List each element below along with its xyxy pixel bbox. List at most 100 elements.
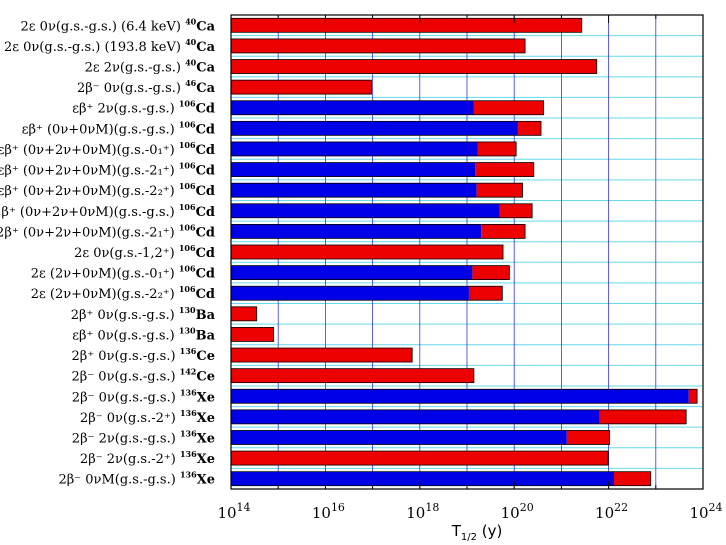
bar-red — [473, 100, 544, 115]
category-label-element: Xe — [197, 473, 215, 488]
category-label-text: 2β⁻ 0νM(g.s.-g.s.) — [58, 473, 179, 488]
bar-red — [477, 141, 517, 156]
category-label-text: 2β⁺ 0ν(g.s.-g.s.) — [71, 308, 179, 323]
category-label-mass: 40 — [185, 37, 197, 47]
category-label-mass: 130 — [179, 325, 196, 335]
category-label-text: 2β⁺ (0ν+2ν+0νM)(g.s.-g.s.) — [0, 205, 179, 220]
category-label-text: 2ε 0ν(g.s.-g.s.) (6.4 keV) — [21, 19, 186, 34]
tick-label-exponent: 14 — [237, 501, 251, 514]
bar-blue — [231, 203, 500, 218]
category-label: 2ε 0ν(g.s.-g.s.) (193.8 keV) 40Ca — [4, 37, 216, 55]
tick-label-base: 10 — [312, 504, 331, 522]
bar-red — [231, 451, 609, 466]
bar-blue — [231, 141, 478, 156]
bar-red — [231, 348, 413, 363]
category-label-text: 2β⁻ 2ν(g.s.-g.s.) — [72, 431, 180, 446]
category-label-text: εβ⁺ (0ν+2ν+0νM)(g.s.-0₁⁺) — [0, 143, 179, 158]
bar-blue — [231, 121, 518, 136]
category-label: 2β⁺ 0ν(g.s.-g.s.) 136Ce — [72, 346, 215, 364]
category-label-element: Ce — [196, 349, 215, 364]
tick-label-exponent: 24 — [709, 501, 723, 514]
category-label-element: Cd — [196, 287, 215, 302]
category-label-element: Cd — [196, 205, 215, 220]
category-label-element: Ce — [196, 370, 215, 385]
tick-label-base: 10 — [406, 504, 425, 522]
bar-red — [231, 368, 474, 383]
bar-red — [613, 471, 651, 486]
category-label-text: 2ε 0ν(g.s.-g.s.) (193.8 keV) — [4, 40, 185, 55]
category-label: 2β⁻ 2ν(g.s.-g.s.) 136Xe — [72, 428, 215, 446]
category-label-text: εβ⁺ (0ν+0νM)(g.s.-g.s.) — [22, 122, 179, 137]
bar-blue — [231, 265, 473, 280]
tick-label-base: 10 — [689, 504, 708, 522]
category-label: 2ε (2ν+0νM)(g.s.-0₁⁺) 106Cd — [31, 264, 215, 282]
category-label-text: 2β⁺ (0ν+2ν+0νM)(g.s.-2₁⁺) — [0, 225, 179, 240]
category-label-element: Ca — [196, 40, 215, 55]
bar-red — [231, 18, 582, 33]
bar-blue — [231, 162, 476, 177]
category-label: εβ⁺ (0ν+2ν+0νM)(g.s.-2₂⁺) 106Cd — [0, 181, 215, 199]
category-label-element: Cd — [196, 164, 215, 179]
bar-red — [231, 59, 597, 74]
bar-blue — [231, 430, 567, 445]
category-label-element: Ca — [196, 19, 215, 34]
category-label-mass: 136 — [180, 346, 197, 356]
category-label: 2β⁻ 0ν(g.s.-g.s.) 136Xe — [72, 387, 215, 405]
bar-blue — [231, 100, 474, 115]
category-label-mass: 106 — [179, 181, 196, 191]
bar-blue — [231, 389, 689, 404]
category-label-text: 2ε 0ν(g.s.-1,2⁺) — [74, 246, 179, 261]
x-axis-label-sub: 1/2 — [461, 532, 477, 543]
category-label: εβ⁺ 2ν(g.s.-g.s.) 106Cd — [72, 99, 215, 117]
bar-red — [476, 183, 523, 198]
category-label: εβ⁺ (0ν+2ν+0νM)(g.s.-0₁⁺) 106Cd — [0, 140, 215, 158]
tick-label: 1024 — [689, 501, 722, 522]
category-label-mass: 136 — [180, 470, 197, 480]
category-label-mass: 106 — [179, 243, 196, 253]
category-label-text: 2β⁻ 2ν(g.s.-2⁺) — [80, 452, 180, 467]
tick-label-exponent: 22 — [614, 501, 628, 514]
bar-red — [231, 327, 274, 342]
category-label-mass: 106 — [179, 140, 196, 150]
x-axis-label: T1/2 (y) — [451, 522, 503, 543]
category-label: 2β⁻ 2ν(g.s.-2⁺) 136Xe — [80, 449, 215, 467]
category-label-mass: 106 — [179, 264, 196, 274]
category-label: 2ε 0ν(g.s.-1,2⁺) 106Cd — [74, 243, 215, 261]
x-axis-tick-labels: 1014 1016 1018 1020 1022 1024 — [217, 501, 722, 522]
bar-blue — [231, 224, 482, 239]
category-label: 2β⁻ 0ν(g.s.-2⁺) 136Xe — [80, 408, 215, 426]
tick-label-exponent: 18 — [425, 501, 439, 514]
category-label-element: Xe — [197, 411, 215, 426]
tick-label: 1018 — [406, 501, 439, 522]
bar-red — [599, 409, 687, 424]
category-label-text: εβ⁺ (0ν+2ν+0νM)(g.s.-2₂⁺) — [0, 184, 179, 199]
category-label: εβ⁺ 0ν(g.s.-g.s.) 130Ba — [72, 325, 215, 343]
category-label: 2ε (2ν+0νM)(g.s.-2₂⁺) 106Cd — [31, 284, 215, 302]
bar-red — [468, 286, 503, 301]
bar-red — [688, 389, 698, 404]
category-label-text: εβ⁺ 2ν(g.s.-g.s.) — [72, 102, 179, 117]
category-label-text: 2β⁺ 0ν(g.s.-g.s.) — [72, 349, 180, 364]
category-label-text: 2β⁻ 0ν(g.s.-g.s.) — [72, 390, 180, 405]
category-label-element: Cd — [196, 246, 215, 261]
category-label: 2ε 2ν(g.s.-g.s.) 40Ca — [85, 58, 216, 76]
bar-red — [472, 265, 510, 280]
bar-red — [475, 162, 534, 177]
category-label-element: Xe — [197, 452, 215, 467]
bar-red — [481, 224, 526, 239]
category-label: 2β⁻ 0ν(g.s.-g.s.) 46Ca — [77, 78, 216, 96]
category-label: 2β⁺ 0ν(g.s.-g.s.) 130Ba — [71, 305, 216, 323]
category-label-element: Xe — [197, 431, 215, 446]
category-label-element: Cd — [196, 102, 215, 117]
category-label-mass: 106 — [179, 99, 196, 109]
category-label-text: 2ε (2ν+0νM)(g.s.-2₂⁺) — [31, 287, 179, 302]
category-label-text: 2ε (2ν+0νM)(g.s.-0₁⁺) — [31, 267, 179, 282]
bar-red — [231, 245, 504, 259]
category-label-mass: 106 — [179, 222, 196, 232]
tick-label: 1020 — [501, 501, 534, 522]
category-label-mass: 40 — [185, 16, 197, 26]
tick-label-exponent: 20 — [520, 501, 534, 514]
category-label-mass: 46 — [185, 78, 197, 88]
category-label-mass: 106 — [179, 284, 196, 294]
